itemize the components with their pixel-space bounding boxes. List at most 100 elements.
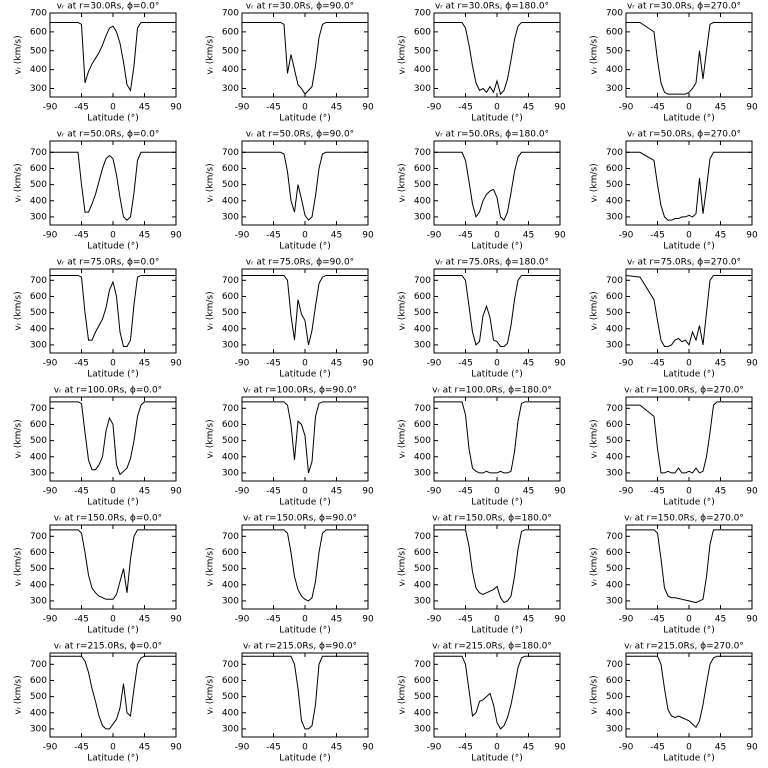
x-axis-label: Latitude (°): [87, 626, 138, 636]
x-axis-label: Latitude (°): [87, 754, 138, 764]
y-tick-label: 300: [30, 84, 47, 94]
y-tick-label: 400: [222, 452, 239, 462]
x-tick-label: 45: [523, 231, 534, 241]
y-tick-label: 600: [222, 420, 239, 430]
y-tick-label: 500: [414, 564, 431, 574]
y-tick-label: 300: [30, 340, 47, 350]
y-tick-label: 400: [606, 580, 623, 590]
panel: vᵣ at r=150.0Rs, ϕ=180.0° -90 -45 0 45 90 300 4…: [398, 514, 566, 636]
panel: vᵣ at r=215.0Rs, ϕ=270.0° -90 -45 0 45 90 300 4…: [590, 642, 758, 764]
y-tick-label: 300: [30, 212, 47, 222]
y-tick-label: 500: [606, 692, 623, 702]
x-tick-label: 45: [139, 231, 150, 241]
plot-frame: [625, 524, 753, 610]
x-tick-label: 45: [715, 743, 726, 753]
y-tick-label: 600: [30, 164, 47, 174]
y-tick-label: 500: [222, 436, 239, 446]
x-axis-label: Latitude (°): [279, 242, 330, 252]
y-tick-label: 700: [606, 404, 623, 414]
y-axis-label: vᵣ (km/s): [590, 291, 600, 330]
y-tick-label: 700: [30, 9, 47, 19]
x-tick-label: -45: [458, 615, 473, 625]
y-axis-label: vᵣ (km/s): [398, 419, 408, 458]
y-tick-label: 400: [606, 196, 623, 206]
y-tick-label: 600: [30, 676, 47, 686]
x-tick-label: 45: [331, 615, 342, 625]
data-line: [625, 274, 752, 348]
y-tick-label: 700: [222, 276, 239, 286]
y-tick-label: 600: [606, 548, 623, 558]
x-tick-label: 45: [139, 487, 150, 497]
x-tick-label: 45: [523, 103, 534, 113]
x-tick-label: 90: [362, 615, 374, 625]
x-axis-label: Latitude (°): [663, 370, 714, 380]
plot-frame: [625, 652, 753, 738]
x-axis-label: Latitude (°): [279, 370, 330, 380]
x-tick-label: -90: [427, 359, 442, 369]
y-tick-label: 500: [30, 436, 47, 446]
y-tick-label: 600: [606, 420, 623, 430]
x-tick-label: 45: [139, 103, 150, 113]
y-tick-label: 300: [414, 84, 431, 94]
x-tick-label: 90: [362, 103, 374, 113]
x-tick-label: 45: [139, 743, 150, 753]
data-line: [242, 529, 368, 602]
y-tick-label: 500: [606, 564, 623, 574]
x-tick-label: 0: [302, 231, 308, 241]
y-tick-label: 500: [30, 692, 47, 702]
x-tick-label: 90: [170, 615, 182, 625]
y-tick-label: 300: [30, 724, 47, 734]
x-axis-label: Latitude (°): [663, 626, 714, 636]
y-tick-label: 300: [414, 468, 431, 478]
data-line: [242, 655, 368, 730]
y-tick-label: 300: [222, 212, 239, 222]
x-tick-label: 0: [494, 487, 500, 497]
x-tick-label: -45: [650, 359, 665, 369]
y-axis-label: vᵣ (km/s): [14, 291, 24, 330]
y-tick-label: 400: [222, 580, 239, 590]
panel-title: vᵣ at r=150.0Rs, ϕ=180.0°: [432, 514, 552, 524]
data-line: [434, 21, 560, 96]
y-tick-label: 500: [222, 692, 239, 702]
y-tick-label: 300: [30, 596, 47, 606]
plot-frame: [433, 140, 561, 226]
y-tick-label: 600: [30, 27, 47, 37]
x-tick-label: -45: [650, 743, 665, 753]
data-line: [242, 21, 368, 95]
x-axis-label: Latitude (°): [663, 498, 714, 508]
y-tick-label: 500: [222, 46, 239, 56]
panel: vᵣ at r=50.0Rs, ϕ=180.0° -90 -45 0 45 90 300 40…: [398, 130, 566, 252]
x-tick-label: 90: [554, 359, 566, 369]
panel: vᵣ at r=30.0Rs, ϕ=90.0° -90 -45 0 45 90 300 400…: [206, 2, 374, 124]
x-tick-label: -45: [458, 103, 473, 113]
x-tick-label: -45: [74, 743, 89, 753]
panel: vᵣ at r=100.0Rs, ϕ=90.0° -90 -45 0 45 90 300 40…: [206, 386, 374, 508]
x-tick-label: 90: [746, 743, 758, 753]
y-tick-label: 400: [414, 708, 431, 718]
panel: vᵣ at r=30.0Rs, ϕ=180.0° -90 -45 0 45 90 300 40…: [398, 2, 566, 124]
x-tick-label: 0: [686, 103, 692, 113]
x-tick-label: 0: [302, 615, 308, 625]
x-tick-label: -45: [458, 743, 473, 753]
x-tick-label: 45: [139, 615, 150, 625]
y-tick-label: 700: [30, 148, 47, 158]
y-tick-label: 700: [30, 404, 47, 414]
y-axis-label: vᵣ (km/s): [590, 419, 600, 458]
y-tick-label: 400: [606, 65, 623, 75]
y-axis-label: vᵣ (km/s): [590, 35, 600, 74]
plot-frame: [49, 396, 177, 482]
x-axis-label: Latitude (°): [279, 114, 330, 124]
y-tick-label: 500: [222, 564, 239, 574]
y-tick-label: 300: [606, 212, 623, 222]
panel-title: vᵣ at r=150.0Rs, ϕ=270.0°: [624, 514, 744, 524]
panel: vᵣ at r=75.0Rs, ϕ=0.0° -90 -45 0 45 90 300 400 5…: [14, 258, 182, 380]
y-tick-label: 600: [414, 164, 431, 174]
y-axis-label: vᵣ (km/s): [398, 675, 408, 714]
data-line: [242, 151, 368, 221]
y-axis-label: vᵣ (km/s): [590, 675, 600, 714]
data-line: [434, 151, 560, 221]
x-tick-label: -45: [458, 359, 473, 369]
plot-frame: [241, 140, 369, 226]
x-tick-label: -90: [619, 231, 634, 241]
